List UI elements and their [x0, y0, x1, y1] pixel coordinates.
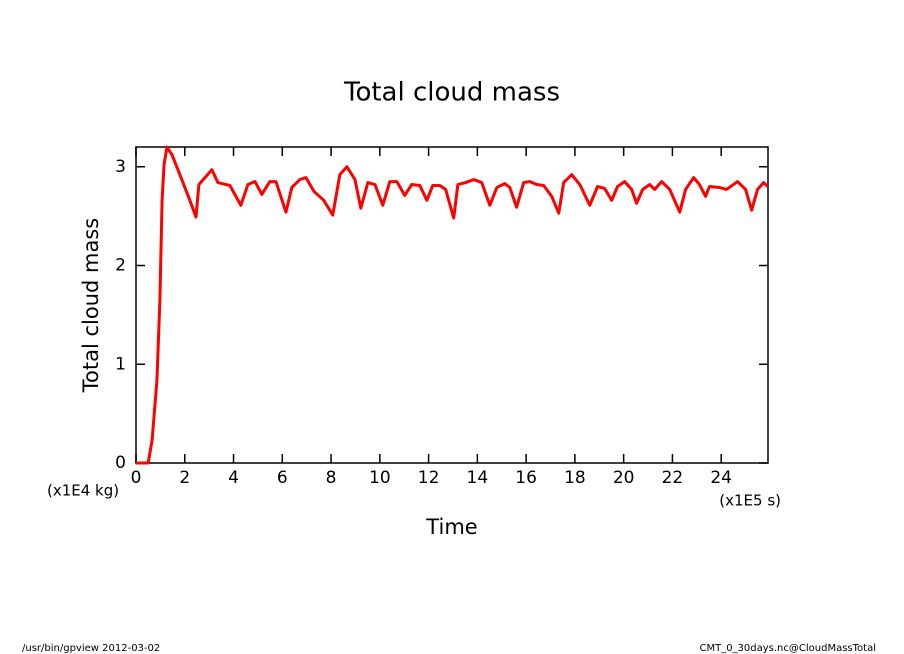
- footer-left: /usr/bin/gpview 2012-03-02: [22, 643, 160, 654]
- y-tick-label: 2: [115, 256, 126, 276]
- y-tick-label: 1: [115, 354, 126, 374]
- x-tick-label: 8: [326, 468, 337, 488]
- x-tick-label: 0: [131, 468, 142, 488]
- x-tick-label: 14: [467, 468, 489, 488]
- x-tick-label: 6: [277, 468, 288, 488]
- x-tick-label: 18: [564, 468, 586, 488]
- x-tick-label: 24: [710, 468, 732, 488]
- y-unit: (x1E4 kg): [47, 482, 119, 500]
- y-axis-label: Total cloud mass: [79, 218, 103, 393]
- x-tick-label: 4: [228, 468, 239, 488]
- plot-frame: [135, 146, 769, 464]
- x-tick-label: 2: [179, 468, 190, 488]
- chart-title: Total cloud mass: [343, 78, 560, 108]
- x-tick-label: 12: [418, 468, 440, 488]
- x-tick-label: 16: [515, 468, 537, 488]
- line: [136, 145, 769, 465]
- y-tick-label: 0: [115, 453, 126, 473]
- y-tick-label: 3: [115, 157, 126, 177]
- x-tick-label: 20: [613, 468, 635, 488]
- x-tick-label: 22: [662, 468, 684, 488]
- x-unit: (x1E5 s): [719, 492, 781, 510]
- x-tick-label: 10: [369, 468, 391, 488]
- x-axis-label: Time: [425, 515, 477, 539]
- footer-right: CMT_0_30days.nc@CloudMassTotal: [699, 643, 876, 654]
